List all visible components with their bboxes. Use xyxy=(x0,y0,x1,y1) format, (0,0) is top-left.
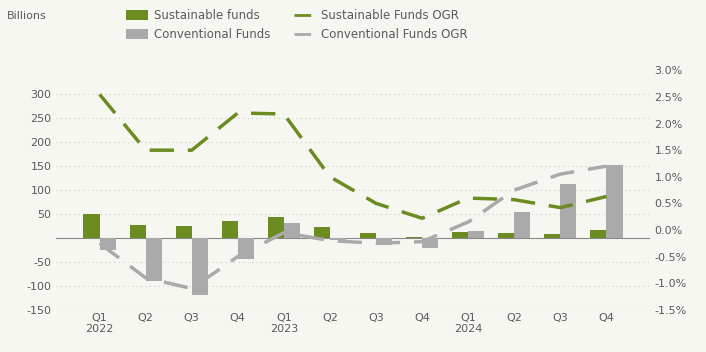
Bar xyxy=(330,238,346,240)
Bar xyxy=(360,233,376,238)
Bar xyxy=(376,238,392,245)
Bar xyxy=(176,226,192,238)
Text: Billions: Billions xyxy=(7,11,47,20)
Bar xyxy=(498,233,514,238)
Bar xyxy=(83,214,100,238)
Bar xyxy=(452,232,468,238)
Bar xyxy=(468,231,484,238)
Bar xyxy=(238,238,254,259)
Bar xyxy=(544,234,561,238)
Bar xyxy=(145,238,162,281)
Bar xyxy=(284,222,300,238)
Bar xyxy=(422,238,438,247)
Bar xyxy=(406,237,422,238)
Bar xyxy=(590,230,606,238)
Bar xyxy=(100,238,116,250)
Legend: Sustainable funds, Conventional Funds, Sustainable Funds OGR, Conventional Funds: Sustainable funds, Conventional Funds, S… xyxy=(121,5,472,46)
Bar xyxy=(514,212,530,238)
Bar xyxy=(129,225,145,238)
Bar xyxy=(192,238,208,295)
Bar xyxy=(606,165,623,238)
Bar xyxy=(561,184,577,238)
Bar xyxy=(314,227,330,238)
Bar xyxy=(268,218,284,238)
Bar xyxy=(222,221,238,238)
